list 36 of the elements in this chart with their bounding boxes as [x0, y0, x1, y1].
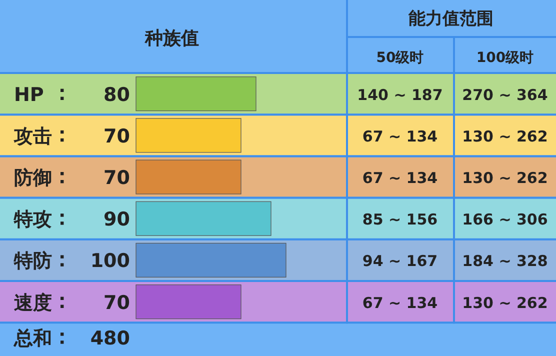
chart-title: 种族值 [144, 28, 199, 49]
text: 67 ~ 134 [362, 127, 438, 146]
y-tick-label: 特防 [13, 250, 52, 272]
bar [136, 242, 286, 278]
text: 270 ~ 364 [462, 86, 548, 104]
bar [136, 76, 256, 112]
text: 67 ~ 134 [362, 169, 438, 187]
text: 总和 [13, 328, 52, 350]
y-tick-label: 攻击 [13, 125, 52, 148]
bar [136, 284, 242, 320]
bar [136, 160, 242, 194]
y-tick-label: HP [14, 84, 44, 106]
data-label: 90 [104, 208, 130, 231]
text: 140 ~ 187 [357, 86, 443, 104]
text: 130 ~ 262 [462, 294, 548, 312]
data-label: 70 [104, 292, 130, 314]
text: 480 [90, 328, 130, 350]
text: 130 ~ 262 [462, 127, 548, 146]
text: 50级时 [376, 50, 424, 66]
data-label: 70 [104, 125, 130, 148]
y-tick-label: 特攻 [13, 208, 52, 231]
data-label: 100 [90, 250, 130, 272]
data-label: 70 [104, 167, 130, 189]
text: 94 ~ 167 [362, 252, 438, 270]
data-label: 80 [104, 84, 130, 106]
bar [136, 201, 272, 236]
text: 能力值范围 [408, 9, 494, 29]
text: 184 ~ 328 [462, 252, 548, 270]
bar [136, 118, 242, 153]
text: 166 ~ 306 [462, 210, 548, 229]
y-tick-label: 防御 [14, 167, 52, 189]
y-tick-label: 速度 [14, 292, 52, 314]
text: 130 ~ 262 [462, 169, 548, 187]
text: 100级时 [476, 50, 534, 66]
text: 67 ~ 134 [362, 294, 438, 312]
text: 85 ~ 156 [362, 210, 438, 229]
